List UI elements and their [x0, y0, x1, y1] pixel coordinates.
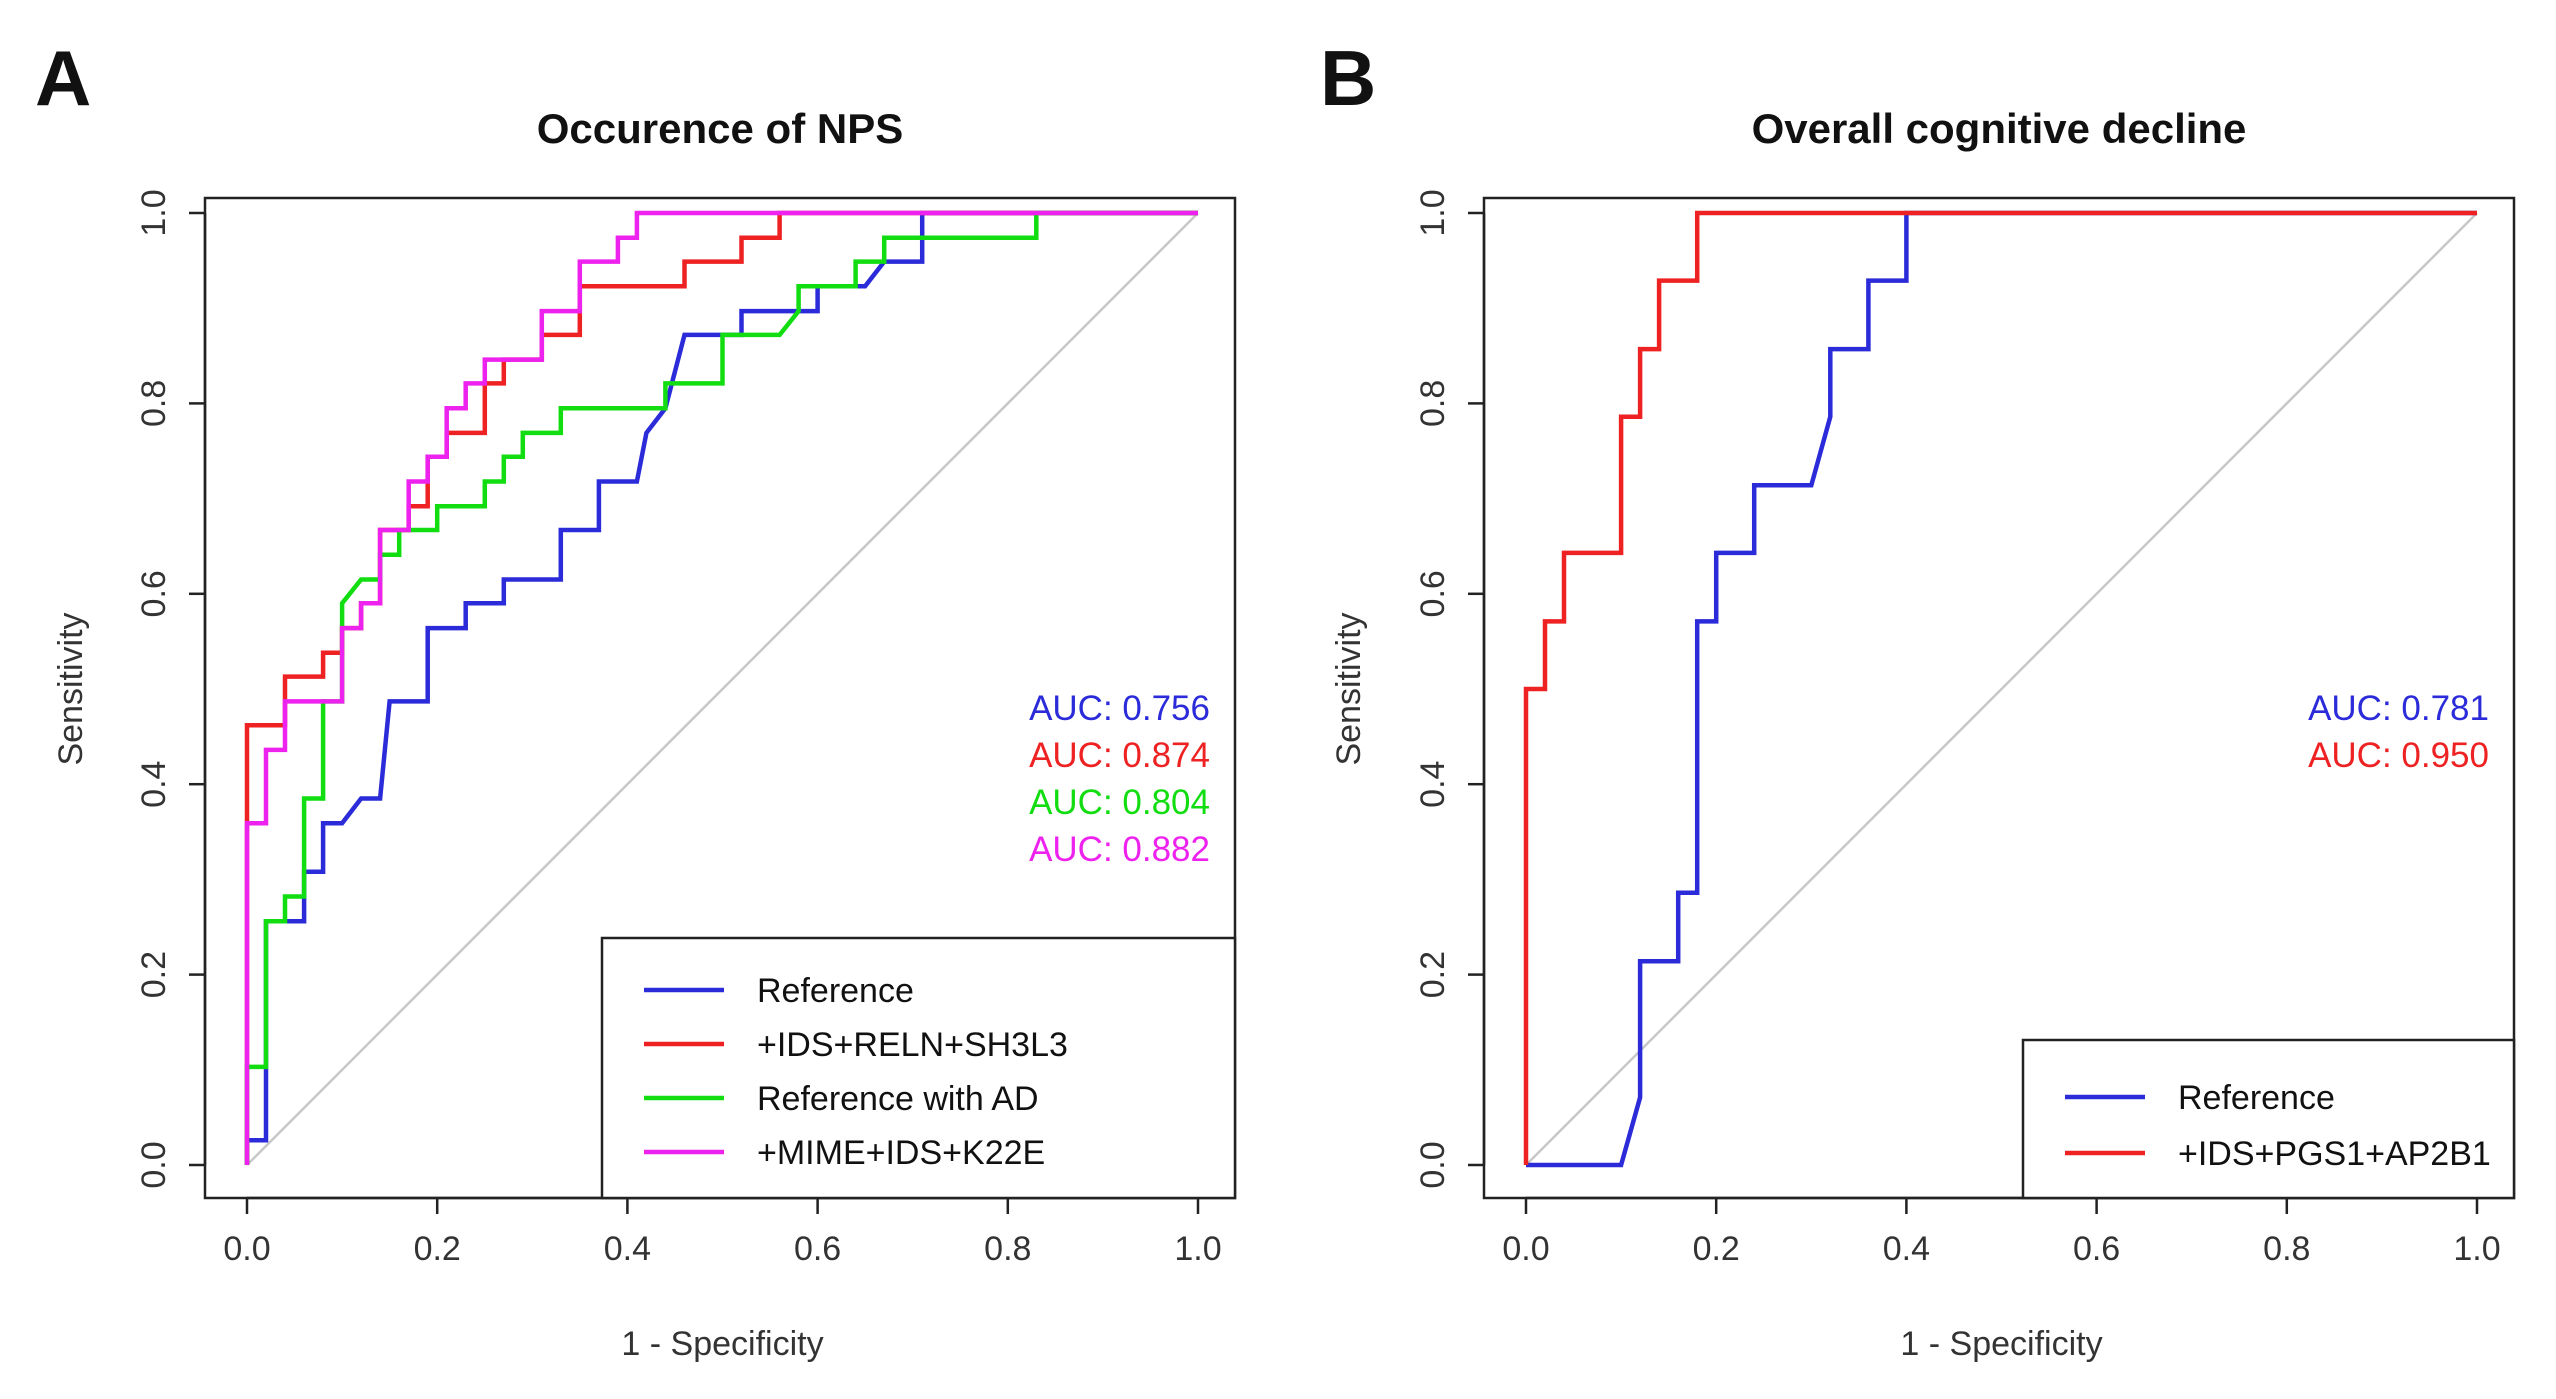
- legend-entry-label: Reference with AD: [757, 1080, 1039, 1118]
- panel-label: B: [1320, 34, 1376, 122]
- legend-box: [2021, 1038, 2516, 1200]
- y-tick-label: 0.8: [135, 380, 173, 427]
- y-tick-label: 1.0: [1414, 189, 1452, 236]
- panel-a: A Occurence of NPS 0.0 0.2 0.4 0.6 0.8 1.0 1 - S…: [35, 34, 1237, 1363]
- x-tick-label: 0.2: [1693, 1230, 1740, 1268]
- legend-entry-label: +IDS+PGS1+AP2B1: [2178, 1135, 2491, 1173]
- x-tick-label: 0.2: [414, 1230, 461, 1268]
- legend-entry-label: Reference: [2178, 1079, 2335, 1117]
- x-tick-label: 0.4: [604, 1230, 651, 1268]
- diagonal-reference-line: [1525, 212, 2478, 1166]
- chart-title: Occurence of NPS: [537, 105, 903, 152]
- legend-entry-label: +MIME+IDS+K22E: [757, 1134, 1045, 1172]
- panel-label: A: [35, 34, 91, 122]
- x-axis-label: 1 - Specificity: [621, 1325, 823, 1363]
- x-tick-label: 0.0: [223, 1230, 270, 1268]
- auc-label: AUC: 0.781: [2308, 689, 2489, 728]
- roc-curve-ids-pgs1-ap2b1: [1523, 210, 2477, 1165]
- y-axis-label: Sensitivity: [1330, 612, 1368, 765]
- x-tick-label: 0.8: [984, 1230, 1031, 1268]
- x-tick-label: 0.4: [1883, 1230, 1930, 1268]
- auc-label: AUC: 0.874: [1029, 736, 1210, 775]
- y-axis-label: Sensitivity: [52, 612, 90, 765]
- auc-label: AUC: 0.950: [2308, 736, 2489, 775]
- roc-curve-reference: [1526, 210, 2477, 1168]
- y-tick-label: 0.4: [135, 761, 173, 808]
- y-tick-label: 0.6: [135, 570, 173, 617]
- x-tick-label: 1.0: [2453, 1230, 2500, 1268]
- legend: Reference +IDS+PGS1+AP2B1: [2021, 1038, 2516, 1200]
- x-tick-label: 1.0: [1174, 1230, 1221, 1268]
- y-tick-label: 0.6: [1414, 570, 1452, 617]
- legend-entry-label: Reference: [757, 972, 914, 1010]
- y-tick-label: 0.2: [135, 951, 173, 998]
- x-tick-label: 0.6: [794, 1230, 841, 1268]
- auc-label: AUC: 0.804: [1029, 783, 1210, 822]
- panel-b: B Overall cognitive decline 0.0 0.2 0.4 0.6 0.…: [1320, 34, 2516, 1363]
- roc-curve-mime-ids-k22e: [244, 210, 1198, 1165]
- x-tick-label: 0.6: [2073, 1230, 2120, 1268]
- y-tick-label: 0.2: [1414, 951, 1452, 998]
- x-tick-label: 0.0: [1502, 1230, 1549, 1268]
- diagonal-reference-line: [246, 212, 1199, 1166]
- y-tick-label: 0.0: [1414, 1141, 1452, 1188]
- legend-entry-label: +IDS+RELN+SH3L3: [757, 1026, 1068, 1064]
- y-tick-label: 0.0: [135, 1141, 173, 1188]
- chart-title: Overall cognitive decline: [1752, 105, 2247, 152]
- y-tick-label: 0.4: [1414, 761, 1452, 808]
- auc-label: AUC: 0.756: [1029, 689, 1210, 728]
- roc-curve-reference-with-ad: [244, 210, 1198, 1165]
- x-tick-label: 0.8: [2263, 1230, 2310, 1268]
- legend: Reference +IDS+RELN+SH3L3 Reference with A…: [600, 936, 1237, 1200]
- x-axis-label: 1 - Specificity: [1900, 1325, 2102, 1363]
- y-tick-label: 1.0: [135, 189, 173, 236]
- auc-label: AUC: 0.882: [1029, 830, 1210, 869]
- y-tick-label: 0.8: [1414, 380, 1452, 427]
- legend-box: [600, 936, 1237, 1200]
